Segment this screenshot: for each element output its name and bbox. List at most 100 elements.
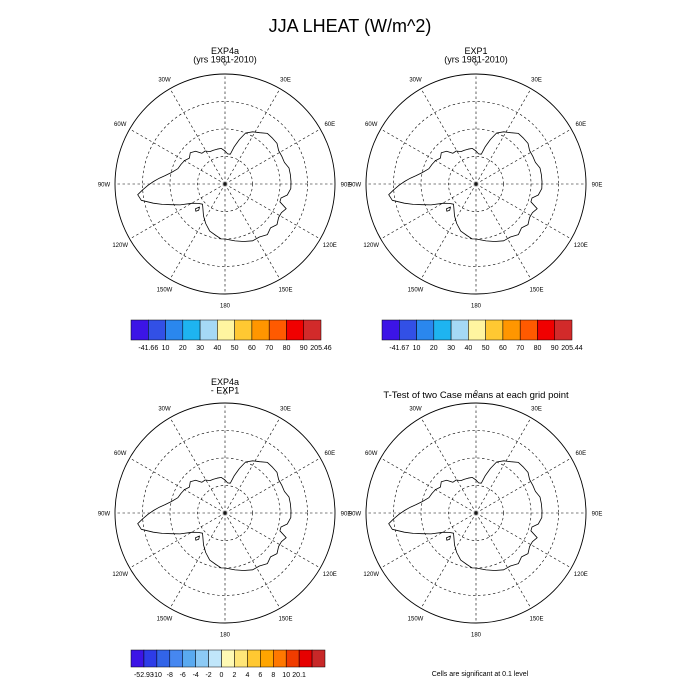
- longitude-label: 90E: [341, 183, 352, 189]
- longitude-label: 60E: [324, 451, 335, 457]
- longitude-label: 30E: [531, 407, 542, 413]
- panel-title-line: (yrs 1981-2010): [444, 55, 508, 65]
- longitude-label: 0: [223, 62, 227, 68]
- colorbar-label: -52.93: [134, 672, 154, 679]
- meridian-line: [129, 183, 226, 240]
- panel-title-line: - EXP1: [211, 386, 240, 396]
- panel-title-line: (yrs 1981-2010): [193, 55, 257, 65]
- longitude-label: 150W: [408, 287, 424, 293]
- longitude-label: 180: [220, 633, 231, 639]
- longitude-label: 150W: [157, 287, 173, 293]
- longitude-label: 180: [471, 633, 482, 639]
- colorbar-swatch: [130, 649, 145, 668]
- longitude-label: 90E: [592, 183, 603, 189]
- longitude-label: 30W: [409, 407, 422, 413]
- map-boundary: [365, 73, 587, 295]
- longitude-label: 0: [474, 391, 478, 397]
- colorbar-label: 50: [231, 345, 239, 352]
- longitude-label: 180: [471, 304, 482, 310]
- longitude-label: 150E: [529, 616, 543, 622]
- longitude-label: 90W: [98, 512, 111, 518]
- colorbar-swatch: [234, 319, 253, 341]
- colorbar-label: -10: [152, 672, 162, 679]
- longitude-label: 120E: [323, 572, 337, 578]
- meridian-line: [380, 183, 477, 240]
- panel-title-line: T-Test of two Case means at each grid po…: [383, 390, 569, 401]
- colorbar-label: 90: [551, 345, 559, 352]
- map-boundary: [365, 402, 587, 624]
- meridian-line: [224, 417, 281, 514]
- meridian-line: [224, 512, 321, 569]
- longitude-label: 30W: [158, 78, 171, 84]
- colorbar-label: 6: [258, 672, 262, 679]
- colorbar-swatch: [485, 319, 504, 341]
- colorbar-swatch: [268, 319, 287, 341]
- colorbar-swatch: [311, 649, 326, 668]
- colorbar-2: -41.67 10 20 30 40 50 60 70 80 90 205.44: [381, 319, 583, 352]
- colorbar-3: -52.93-10 -8 -6 -4 -2 0 2 4 6 8 10 20.1: [130, 649, 326, 679]
- longitude-label: 60W: [365, 122, 378, 128]
- meridian-line: [475, 512, 572, 569]
- longitude-label: 0: [474, 62, 478, 68]
- latitude-circle: [393, 430, 559, 596]
- longitude-label: 150W: [408, 616, 424, 622]
- longitude-label: 90E: [592, 512, 603, 518]
- colorbar-swatch: [468, 319, 486, 341]
- longitude-label: 90E: [341, 512, 352, 518]
- colorbar-label: 40: [214, 345, 222, 352]
- island-outline: [195, 535, 200, 541]
- colorbar-swatch: [399, 319, 417, 341]
- panel-title-line: EXP4a: [211, 46, 239, 56]
- meridian-line: [224, 183, 321, 240]
- antarctica-coastline: [137, 131, 292, 242]
- colorbar-label: 2: [233, 672, 237, 679]
- longitude-label: 90W: [349, 183, 362, 189]
- longitude-label: 30E: [280, 407, 291, 413]
- meridian-line: [420, 417, 477, 514]
- map-boundary: [114, 402, 336, 624]
- colorbar-label: 70: [265, 345, 273, 352]
- significance-footnote: Cells are significant at 0.1 level: [432, 671, 529, 678]
- colorbar-label: 10: [282, 672, 290, 679]
- longitude-label: 120E: [574, 243, 588, 249]
- colorbar-swatch: [165, 319, 184, 341]
- colorbar-swatch: [199, 319, 218, 341]
- panel-title-line: EXP4a: [211, 377, 239, 387]
- latitude-circle: [197, 485, 253, 541]
- colorbar-label: -6: [180, 672, 186, 679]
- colorbar-swatch: [502, 319, 521, 341]
- map-boundary: [114, 73, 336, 295]
- colorbar-label: 60: [248, 345, 256, 352]
- longitude-label: 60E: [575, 451, 586, 457]
- colorbar-label: -41.66: [138, 345, 158, 352]
- colorbar-label: -8: [167, 672, 173, 679]
- meridian-line: [475, 88, 532, 185]
- longitude-label: 60W: [365, 451, 378, 457]
- island-outline: [446, 535, 451, 541]
- longitude-label: 30W: [409, 78, 422, 84]
- meridian-line: [475, 183, 572, 240]
- colorbar-swatch: [260, 649, 274, 668]
- colorbar-swatch: [537, 319, 555, 341]
- colorbar-swatch: [130, 319, 149, 341]
- longitude-label: 60W: [114, 451, 127, 457]
- colorbar-swatch: [519, 319, 538, 341]
- longitude-label: 60E: [575, 122, 586, 128]
- longitude-label: 120E: [574, 572, 588, 578]
- colorbar-label: 20: [179, 345, 187, 352]
- colorbar-label: 20: [430, 345, 438, 352]
- colorbar-label: 50: [482, 345, 490, 352]
- colorbar-swatch: [148, 319, 166, 341]
- colorbar-label: 205.44: [561, 345, 583, 352]
- latitude-circle: [142, 101, 308, 267]
- longitude-label: 30E: [280, 78, 291, 84]
- longitude-label: 90W: [349, 512, 362, 518]
- colorbar-swatch: [285, 649, 300, 668]
- island-outline: [446, 206, 451, 212]
- colorbar-swatch: [208, 649, 222, 668]
- colorbar-swatch: [143, 649, 158, 668]
- colorbar-swatch: [169, 649, 183, 668]
- colorbar-swatch: [381, 319, 400, 341]
- colorbar-swatch: [298, 649, 313, 668]
- colorbar-swatch: [273, 649, 287, 668]
